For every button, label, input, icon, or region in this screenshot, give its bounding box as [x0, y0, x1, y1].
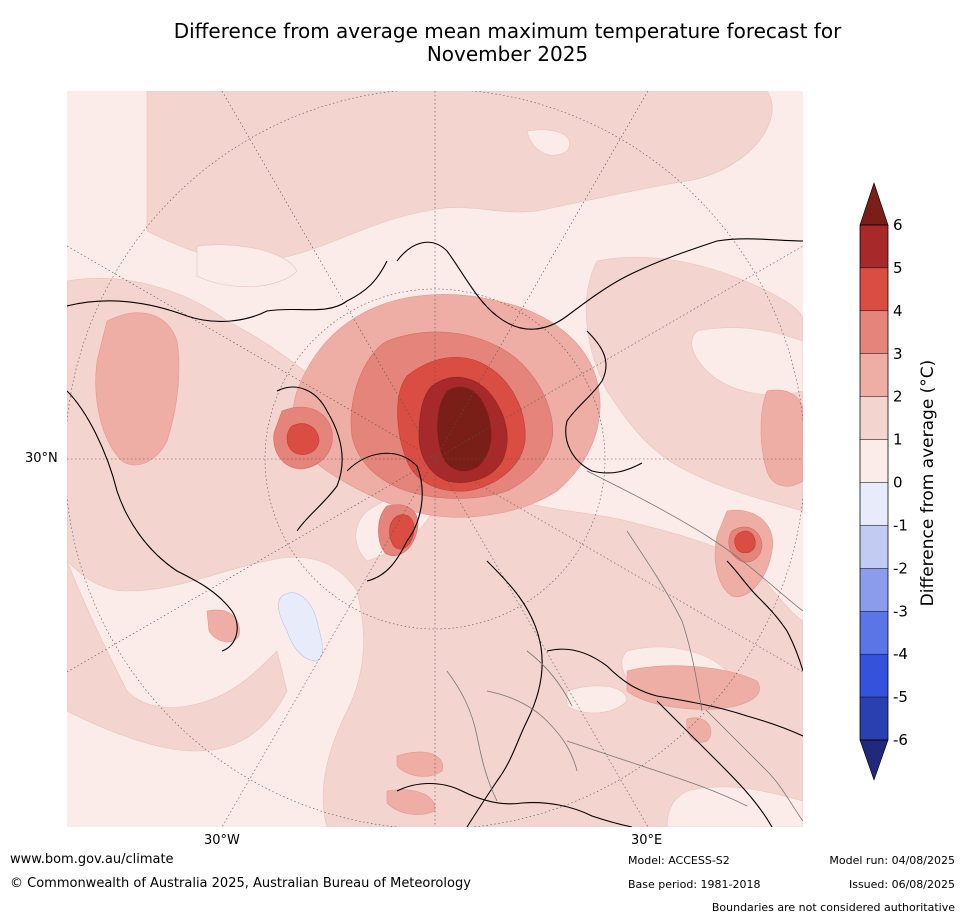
colorbar-segments: [859, 224, 889, 741]
colorbar-segment-4to5: [859, 267, 889, 312]
colorbar-tick-label: -1: [893, 516, 908, 534]
anomaly-gt6-region: [437, 386, 492, 472]
anomaly-negative-patch: [278, 592, 324, 662]
colorbar-segment-5to6: [859, 224, 889, 269]
colorbar-tick-label: -5: [893, 688, 908, 706]
lon-label-30w: 30°W: [204, 833, 240, 848]
colorbar-segment-0to1: [859, 439, 889, 483]
lon-label-30e: 30°E: [631, 833, 663, 848]
colorbar-segment-m6tom5: [859, 696, 889, 741]
footer-issued: Issued: 06/08/2025: [848, 878, 955, 891]
colorbar-tick-label: 2: [893, 388, 903, 406]
forecast-map: [67, 91, 803, 827]
colorbar: 6 5 4 3 2 1 0 -1 -2 -3 -4 -5 -6: [859, 182, 908, 781]
colorbar-segment-2to3: [859, 353, 889, 397]
colorbar-tick-label: 1: [893, 431, 903, 449]
coastlines: [67, 238, 803, 827]
colorbar-segment-m5tom4: [859, 653, 889, 698]
colorbar-arrow-top: [859, 182, 889, 226]
map-title: Difference from average mean maximum tem…: [0, 20, 965, 66]
footer-copyright: © Commonwealth of Australia 2025, Austra…: [10, 876, 471, 891]
colorbar-tick-label: 5: [893, 259, 903, 277]
colorbar-tick-label: -4: [893, 645, 908, 663]
colorbar-label: Difference from average (°C): [918, 359, 938, 607]
footer-boundaries: Boundaries are not considered authoritat…: [711, 901, 955, 914]
colorbar-tick-label: 3: [893, 345, 903, 363]
colorbar-tick-label: -2: [893, 559, 908, 577]
lat-label-30n: 30°N: [25, 451, 58, 466]
colorbar-tick-label: -3: [893, 602, 908, 620]
title-line-2: November 2025: [426, 42, 589, 66]
colorbar-segment-3to4: [859, 310, 889, 354]
colorbar-tick-label: -6: [893, 731, 908, 749]
colorbar-segment-m1to0: [859, 482, 889, 526]
graticule: [67, 91, 803, 827]
footer-base-period: Base period: 1981-2018: [628, 878, 761, 891]
colorbar-tick-label: 4: [893, 302, 903, 320]
country-borders: [446, 470, 803, 822]
colorbar-tick-label: 0: [893, 474, 903, 492]
colorbar-arrow-bottom: [859, 739, 889, 781]
colorbar-segment-m4tom3: [859, 611, 889, 655]
footer-url[interactable]: www.bom.gov.au/climate: [10, 852, 174, 867]
colorbar-tick-label: 6: [893, 216, 903, 234]
colorbar-segment-1to2: [859, 396, 889, 440]
footer-model-run: Model run: 04/08/2025: [829, 854, 955, 867]
colorbar-segment-m2tom1: [859, 525, 889, 569]
colorbar-segment-m3tom2: [859, 568, 889, 612]
footer-model: Model: ACCESS-S2: [628, 854, 730, 867]
title-line-1: Difference from average mean maximum tem…: [173, 19, 842, 43]
